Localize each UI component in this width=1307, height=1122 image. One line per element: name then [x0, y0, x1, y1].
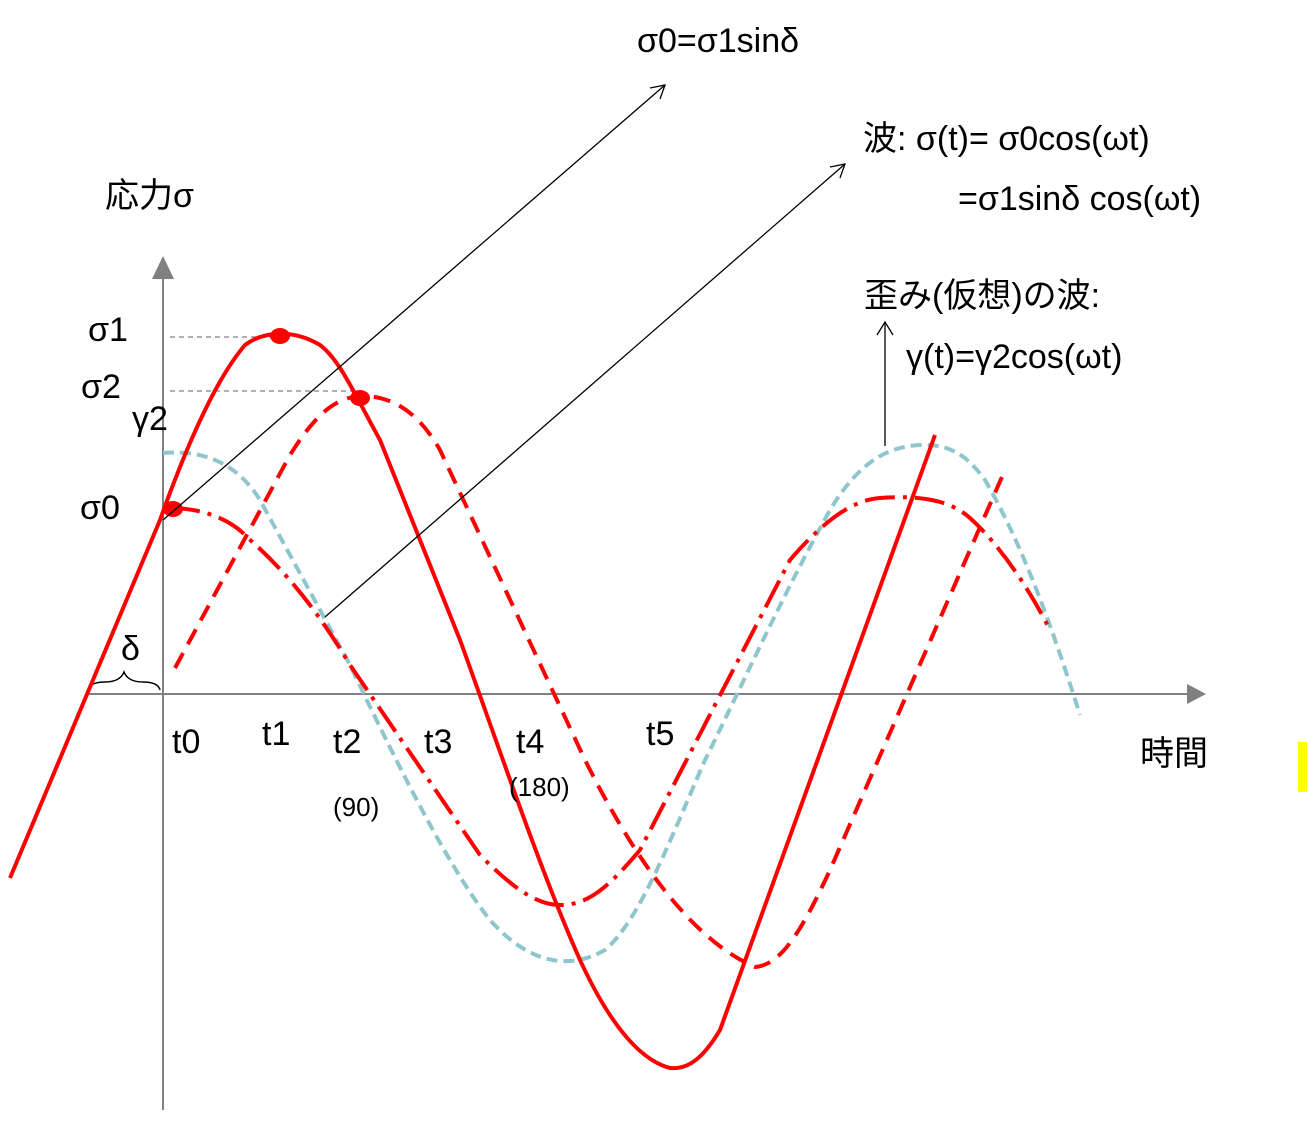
t5-label: t5 — [646, 715, 674, 753]
stress-wave-arrowhead — [829, 163, 846, 179]
pointer-arrows — [162, 84, 894, 618]
stress-wave-text-line2: =σ1sinδ cos(ωt) — [958, 180, 1201, 218]
sigma2-point — [350, 390, 370, 406]
guide-lines — [170, 336, 356, 392]
t2-sub-label: (90) — [333, 792, 379, 822]
stress-sigma1-solid-wave — [8, 331, 937, 1071]
sigma2-label: σ2 — [81, 368, 121, 406]
highlight-mark — [1298, 742, 1307, 792]
x-axis-label: 時間 — [1140, 735, 1208, 773]
delta-brace — [87, 669, 161, 691]
y-axis-label: 応力σ — [105, 177, 194, 215]
stress-wave-arrow — [324, 163, 846, 618]
sigma1-point — [270, 328, 290, 344]
stress-wave-text-line1: 波: σ(t)= σ0cos(ωt) — [863, 120, 1150, 158]
stress-sigma0-dashdot-wave — [169, 495, 1052, 908]
strain-wave-text-line2: γ(t)=γ2cos(ωt) — [906, 338, 1122, 376]
strain-wave-curve — [162, 442, 1082, 964]
strain-wave-arrowhead — [876, 320, 894, 336]
t0-label: t0 — [172, 723, 200, 761]
t3-label: t3 — [424, 723, 452, 761]
sigma0-label: σ0 — [80, 489, 120, 527]
t1-label: t1 — [262, 715, 290, 753]
gamma2-label: γ2 — [132, 400, 168, 438]
sigma0-relation-arrow — [162, 84, 666, 521]
sigma1-label: σ1 — [88, 311, 128, 349]
t4-label: t4 — [516, 723, 544, 761]
t4-sub-label: (180) — [509, 772, 570, 802]
sigma0-point — [163, 501, 183, 517]
stress-sigma2-dashed-wave — [173, 393, 1007, 970]
delta-label: δ — [121, 630, 140, 668]
sigma0-relation-arrowhead — [649, 84, 666, 100]
sigma0-relation-text: σ0=σ1sinδ — [637, 22, 799, 60]
x-axis-arrowhead — [1187, 684, 1206, 704]
t2-label: t2 — [333, 723, 361, 761]
waves — [8, 331, 1082, 1071]
y-axis-arrowhead — [152, 256, 174, 279]
key-points — [163, 328, 370, 517]
axes — [88, 256, 1206, 1110]
strain-wave-text-line1: 歪み(仮想)の波: — [864, 277, 1100, 315]
